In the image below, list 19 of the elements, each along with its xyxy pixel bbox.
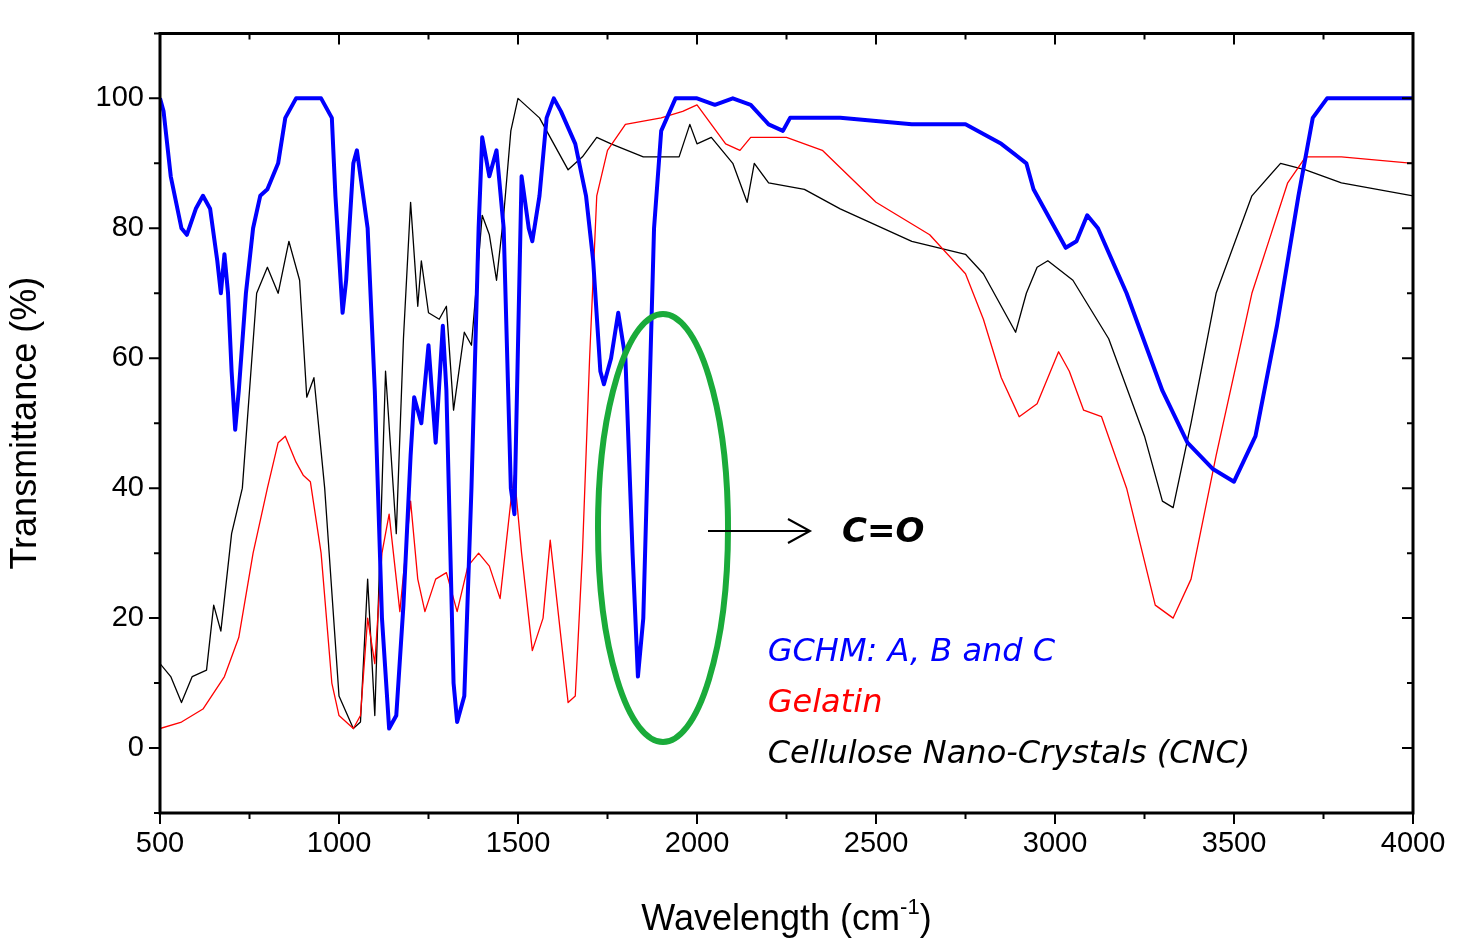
y-tick-label: 100 — [95, 80, 144, 113]
text: GCHM: A, B and C — [767, 631, 1056, 670]
x-tick-label: 1000 — [306, 826, 372, 859]
x-tick-label: 3500 — [1201, 826, 1267, 859]
y-tick-label: 20 — [111, 600, 144, 633]
annotation: C=O — [842, 509, 925, 550]
x-tick-label: 2000 — [664, 826, 730, 859]
x-tick-label: 1500 — [485, 826, 551, 859]
y-tick-label: 40 — [111, 470, 144, 503]
x-tick-label: 2500 — [843, 826, 909, 859]
x-tick-label: 500 — [135, 826, 185, 859]
text: Gelatin — [767, 682, 883, 721]
x-tick-label: 3000 — [1022, 826, 1088, 859]
y-tick-label: 80 — [111, 210, 144, 243]
y-axis-title: Transmittance (%) — [2, 276, 44, 570]
x-tick-label: 4000 — [1380, 826, 1446, 859]
y-tick-label: 60 — [111, 340, 144, 373]
y-tick-label: 0 — [127, 730, 144, 763]
text: Cellulose Nano-Crystals (CNC) — [767, 733, 1251, 772]
